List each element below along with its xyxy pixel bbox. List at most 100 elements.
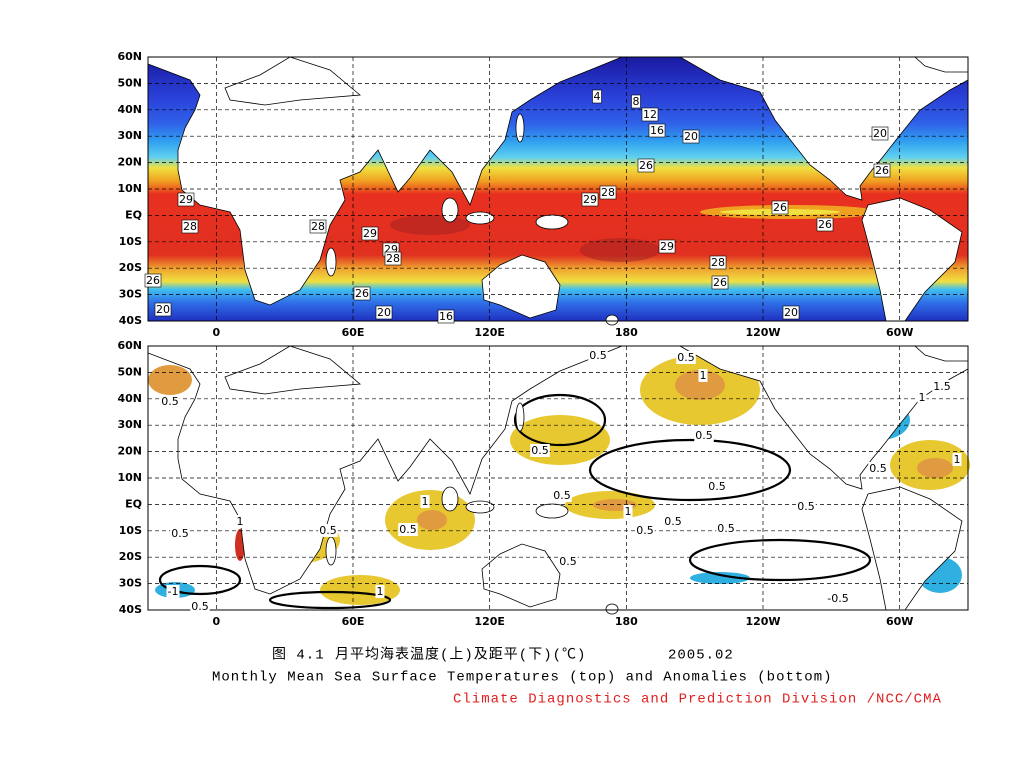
lat-tick-label: 40N [117,103,142,116]
lat-tick-label: 50N [117,365,142,378]
contour-label: -0.5 [827,592,848,605]
contour-label: 28 [311,220,325,233]
contour-label: 16 [650,124,664,137]
caption-title-en: Monthly Mean Sea Surface Temperatures (t… [212,670,833,686]
contour-label-box [375,305,393,320]
contour-label-box [309,219,327,234]
contour-label-box [716,522,736,535]
lat-tick-label: 40S [119,314,142,327]
contour-label-box [663,515,683,528]
contour-label-box [599,185,617,200]
contour-label: 20 [684,130,698,143]
contour-label: 0.5 [171,527,189,540]
contour-label-box [709,255,727,270]
frames [147,56,969,611]
contour-label-box [353,286,371,301]
contour-label: 28 [183,220,197,233]
contour-label-box [711,275,729,290]
lat-tick-label: 20N [117,156,142,169]
contour-label-box [796,500,816,513]
contour-label: 16 [439,310,453,323]
contour-label: 28 [711,256,725,269]
contour-label-box [144,273,162,288]
contour-label: 1 [954,453,961,466]
contour-label: 26 [818,218,832,231]
contour-label: 20 [156,303,170,316]
contour-label: 1.5 [933,380,951,393]
contour-label: 1 [237,515,244,528]
lat-tick-label: 60N [117,339,142,352]
contour-label-box [637,158,655,173]
lat-tick-label: 30S [119,288,142,301]
contour-label: 0.5 [589,349,607,362]
contour-label-box [698,369,708,382]
lon-tick-label: 60W [886,615,913,628]
contour-label: 4 [594,90,601,103]
contour-label-box [166,585,180,598]
contour-label-box [641,107,659,122]
contour-label-box [181,219,199,234]
contour-label: 29 [363,227,377,240]
lat-tick-label: 20S [119,550,142,563]
contour-label-box [190,600,210,613]
contour-label-box [552,489,572,502]
contour-label-box [952,453,962,466]
contour-label: 26 [773,201,787,214]
contour-label-box [160,395,180,408]
lon-tick-label: 0 [213,615,221,628]
contour-label-box [318,524,338,537]
contour-label-box [648,123,666,138]
contour-label: 1 [700,369,707,382]
contour-label-box [635,524,655,537]
contour-label: 0.5 [797,500,815,513]
contour-label: 1 [625,505,632,518]
anomaly-contours [158,393,872,610]
contour-label-box [170,527,190,540]
contour-label: -1 [168,585,179,598]
contour-label: 26 [355,287,369,300]
contour-label-box [682,129,700,144]
contour-label-box [581,192,599,207]
caption-date: 2005.02 [668,648,734,664]
contour-label-box [384,251,402,266]
contour-label: 0.5 [531,444,549,457]
contour-label: 20 [377,306,391,319]
contour-label: 0.5 [161,395,179,408]
contour-label-box [437,309,455,324]
lon-tick-label: 180 [615,615,638,628]
lat-tick-label: EQ [125,497,142,510]
contour-label: 0.5 [559,555,577,568]
contour-label: 28 [601,186,615,199]
contour-label: 20 [873,127,887,140]
contour-label-box [873,163,891,178]
frame [147,56,969,322]
contour-label: 29 [583,193,597,206]
contour-label: 0.5 [677,351,695,364]
contour-label: 26 [146,274,160,287]
lat-tick-label: 20S [119,261,142,274]
contour-label: 1 [377,585,384,598]
lon-tick-label: 180 [615,326,638,339]
lat-tick-label: 30N [117,418,142,431]
contour-label-box [361,226,379,241]
contour-label: 26 [639,159,653,172]
contour-label: 29 [179,193,193,206]
warm-pool [390,215,470,235]
contour-label-box [558,555,578,568]
contour-label: 1 [422,495,429,508]
lat-tick-label: 60N [117,50,142,63]
contour-label-box [771,200,789,215]
lon-tick-label: 120W [745,615,780,628]
caption-credit: Climate Diagnostics and Prediction Divis… [453,692,942,708]
lat-tick-label: 30S [119,577,142,590]
contour-label-box [694,429,714,442]
contour-label-box [917,391,927,404]
anomaly-panel [147,345,970,615]
lon-tick-label: 60E [342,615,365,628]
contour-label-box [932,380,952,393]
contour-label-box [375,585,385,598]
contour-label-box [707,480,727,493]
contour-label: 20 [784,306,798,319]
contour-label: 28 [386,252,400,265]
